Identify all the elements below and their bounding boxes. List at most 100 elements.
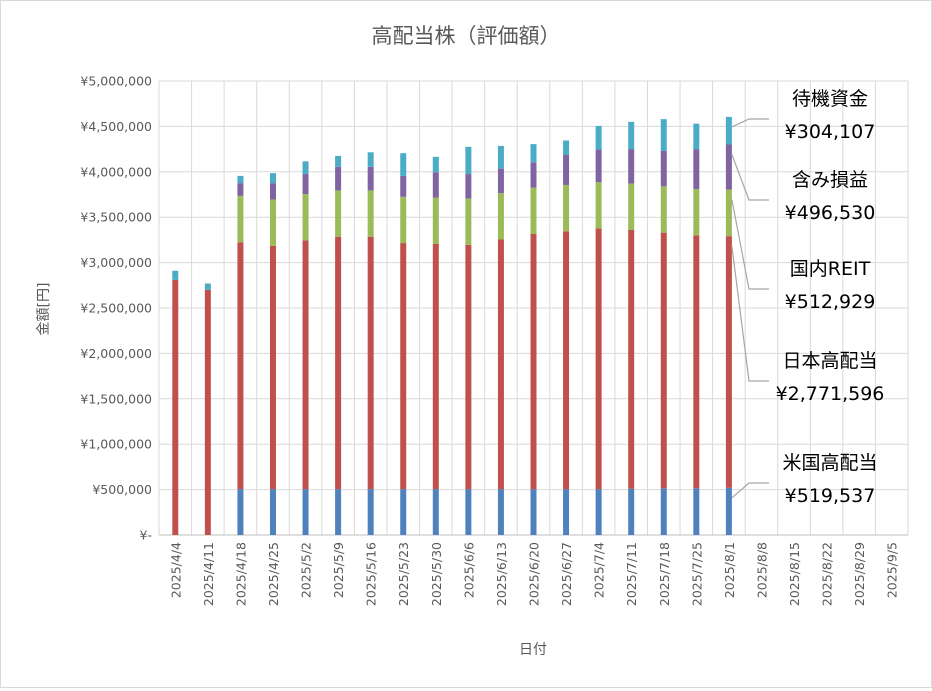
bar-segment [530, 187, 537, 234]
bar-segment [269, 489, 276, 535]
x-tick-label: 2025/4/4 [168, 542, 183, 598]
bar-segment [172, 270, 179, 280]
bar-segment [563, 184, 570, 232]
x-tick-label: 2025/6/13 [494, 542, 509, 606]
x-tick-label: 2025/6/27 [559, 542, 574, 606]
bar-segment [530, 162, 537, 188]
bar-segment [400, 243, 407, 490]
bar-segment [465, 198, 472, 245]
bar-segment [432, 156, 439, 173]
bar-segment [693, 189, 700, 236]
bar-segment [628, 149, 635, 184]
x-tick-label: 2025/5/2 [299, 542, 314, 598]
bar-segment [302, 174, 309, 195]
x-tick-label: 2025/4/18 [233, 542, 248, 606]
x-tick-label: 2025/6/20 [527, 542, 542, 606]
bar-segment [497, 489, 504, 535]
annotation-leader [731, 482, 769, 499]
bar-segment [367, 236, 374, 490]
x-axis-gridlines [158, 81, 909, 536]
bar-segment [269, 173, 276, 184]
bar-segment [465, 244, 472, 490]
bar-segment [237, 183, 244, 196]
x-tick-label: 2025/5/30 [429, 542, 444, 606]
bar-segment [497, 145, 504, 169]
y-tick-label: ¥3,000,000 [80, 255, 152, 270]
bar-segment [595, 228, 602, 490]
bar-segment [530, 144, 537, 163]
y-tick-label: ¥5,000,000 [80, 74, 152, 89]
bar-segment [563, 140, 570, 156]
bar-segment [269, 183, 276, 200]
y-tick-label: ¥- [140, 528, 152, 543]
x-tick-label: 2025/8/1 [722, 542, 737, 598]
bar-segment [497, 193, 504, 240]
x-tick-label: 2025/8/29 [852, 542, 867, 606]
bar-segment [465, 146, 472, 175]
x-tick-label: 2025/4/25 [266, 542, 281, 606]
y-tick-label: ¥1,000,000 [80, 437, 152, 452]
annotation-value: ¥2,771,596 [776, 383, 885, 405]
bar-segment [335, 190, 342, 237]
bar-segment [237, 489, 244, 535]
bar-segment [400, 153, 407, 176]
bar-segment [595, 489, 602, 535]
bar-segment [335, 155, 342, 167]
bar-segment [432, 197, 439, 244]
bar-segment [302, 161, 309, 175]
bar-segment [660, 150, 667, 187]
bar-segment [693, 149, 700, 190]
bar-segment [367, 166, 374, 191]
annotation-label: 国内REIT [790, 258, 871, 280]
bar-segment [302, 240, 309, 490]
annotation-value: ¥496,530 [785, 202, 876, 224]
annotation-leader [731, 199, 769, 290]
annotations: 待機資金 ¥304,107 含み損益 ¥496,530 国内REIT ¥512,929 日本… [731, 88, 885, 507]
bar-segment [563, 155, 570, 185]
bar-segment [497, 168, 504, 194]
bar-segment [628, 121, 635, 150]
x-tick-label: 2025/8/15 [787, 542, 802, 606]
bar-segment [497, 239, 504, 490]
bar-segment [660, 186, 667, 233]
x-axis-label: 日付 [519, 642, 547, 658]
bar-segment [660, 232, 667, 489]
bar-segment [725, 487, 732, 535]
y-axis-label: 金額[円] [36, 283, 52, 336]
bar-segment [269, 245, 276, 490]
bar-segment [563, 231, 570, 490]
bar-segment [432, 243, 439, 490]
bars [172, 116, 732, 535]
bar-segment [693, 123, 700, 150]
bar-segment [204, 283, 211, 290]
y-tick-label: ¥3,500,000 [80, 210, 152, 225]
bar-segment [530, 233, 537, 490]
bar-segment [335, 236, 342, 490]
annotation-leader [731, 246, 769, 382]
bar-segment [563, 489, 570, 535]
bar-segment [237, 242, 244, 490]
x-tick-label: 2025/6/6 [461, 542, 476, 598]
bar-segment [595, 125, 602, 150]
annotation-label: 米国高配当 [782, 452, 877, 474]
annotation-label: 含み損益 [792, 169, 868, 191]
annotation-label: 待機資金 [792, 88, 868, 110]
bar-segment [367, 489, 374, 535]
bar-segment [400, 175, 407, 197]
bar-segment [204, 289, 211, 535]
x-tick-label: 2025/7/11 [624, 542, 639, 606]
bar-segment [465, 174, 472, 199]
bar-segment [172, 279, 179, 535]
x-axis-ticks: 2025/4/4 2025/4/11 2025/4/18 2025/4/25 2025/… [168, 542, 899, 606]
bar-segment [725, 144, 732, 190]
bar-segment [628, 229, 635, 489]
bar-segment [595, 182, 602, 229]
x-tick-label: 2025/5/16 [364, 542, 379, 606]
bar-segment [628, 183, 635, 230]
bar-segment [237, 195, 244, 243]
bar-segment [335, 489, 342, 535]
bar-segment [302, 489, 309, 535]
bar-segment [367, 152, 374, 167]
